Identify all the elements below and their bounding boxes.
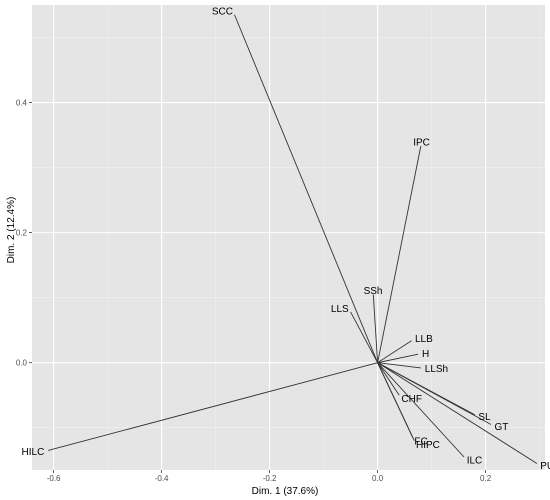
x-tick-label: -0.4: [155, 474, 169, 483]
vector-chf: [377, 362, 400, 396]
label-fc: FC: [414, 437, 427, 448]
label-scc: SCC: [212, 7, 233, 18]
label-ipc: IPC: [413, 138, 430, 149]
label-gt: GT: [495, 422, 509, 433]
label-hipc: HIPC: [416, 440, 440, 451]
minor-gridlines: [32, 5, 545, 470]
major-gridlines: [32, 5, 545, 470]
vector-lls: [350, 311, 378, 363]
vector-ssh: [372, 294, 379, 363]
label-llsh: LLSh: [425, 364, 448, 375]
plot-panel: [32, 5, 545, 470]
vector-hilc: [48, 362, 378, 451]
vector-hipc: [377, 362, 415, 441]
y-tick-label: 0.4: [16, 99, 28, 108]
vector-pubc: [377, 362, 538, 464]
vector-llb: [377, 340, 412, 364]
x-tick-label: -0.2: [263, 474, 277, 483]
y-tick-label: 0.2: [16, 229, 28, 238]
vector-h: [377, 353, 419, 364]
y-tick-label: 0.0: [16, 359, 28, 368]
vector-scc: [234, 14, 379, 363]
y-axis-ticks: 0.0 0.2 0.4: [16, 99, 32, 368]
label-chf: CHF: [401, 394, 422, 405]
label-pubc: PUBC: [540, 461, 550, 472]
label-hilc: HILC: [22, 447, 45, 458]
label-ssh: SSh: [364, 286, 383, 297]
label-llb: LLB: [415, 334, 433, 345]
x-tick-label: 0.2: [480, 474, 492, 483]
loading-vectors: [48, 14, 538, 464]
y-axis-title: Dim. 2 (12.4%): [6, 197, 17, 264]
x-axis-title: Dim. 1 (37.6%): [252, 486, 319, 497]
label-sl: SL: [478, 412, 491, 423]
label-h: H: [422, 349, 429, 360]
vector-gt: [377, 362, 492, 425]
label-lls: LLS: [331, 304, 349, 315]
label-ilc: ILC: [467, 455, 483, 466]
x-tick-label: 0.0: [372, 474, 384, 483]
x-axis-ticks: -0.6 -0.4 -0.2 0.0 0.2: [47, 470, 492, 483]
vector-ipc: [377, 146, 422, 363]
vector-ilc: [377, 362, 465, 458]
vector-llsh: [377, 362, 421, 369]
x-tick-label: -0.6: [47, 474, 61, 483]
